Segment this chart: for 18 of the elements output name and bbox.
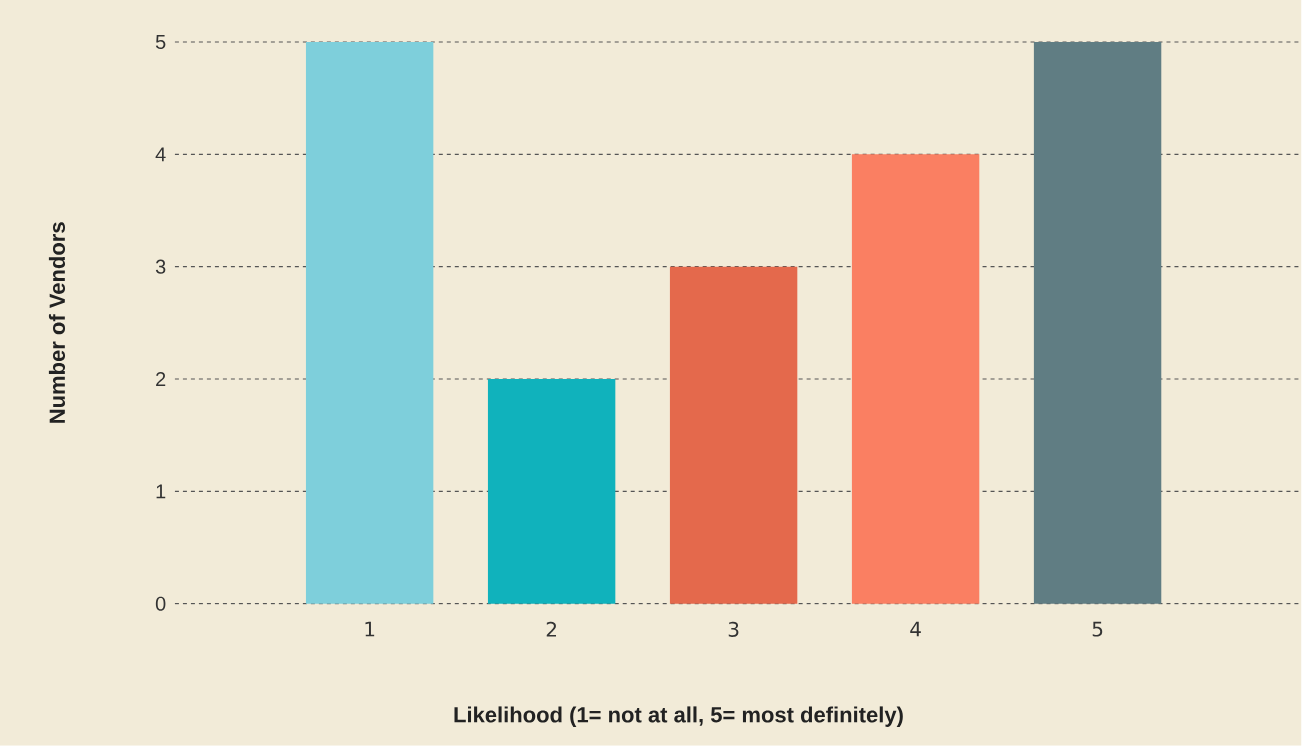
y-tick-label: 4 — [155, 147, 166, 162]
y-tick-label: 1 — [156, 484, 166, 499]
bar — [669, 266, 798, 604]
x-tick-label: 5 — [1092, 621, 1103, 637]
x-axis-title: Likelihood (1= not at all, 5= most definitely) — [454, 706, 903, 728]
bar — [851, 154, 980, 604]
y-tick-label: 2 — [156, 372, 166, 387]
bar — [1033, 42, 1162, 604]
y-tick-label: 5 — [155, 35, 166, 50]
x-tick-label: 2 — [546, 621, 556, 637]
x-tick-label: 1 — [365, 621, 375, 637]
bar — [305, 42, 434, 604]
y-tick-label: 3 — [155, 259, 166, 274]
x-tick-label: 3 — [728, 621, 739, 638]
y-tick-label: 0 — [155, 596, 166, 611]
y-axis-title: Number of Vendors — [48, 222, 66, 423]
x-tick-label: 4 — [910, 621, 921, 637]
bar — [487, 379, 616, 604]
